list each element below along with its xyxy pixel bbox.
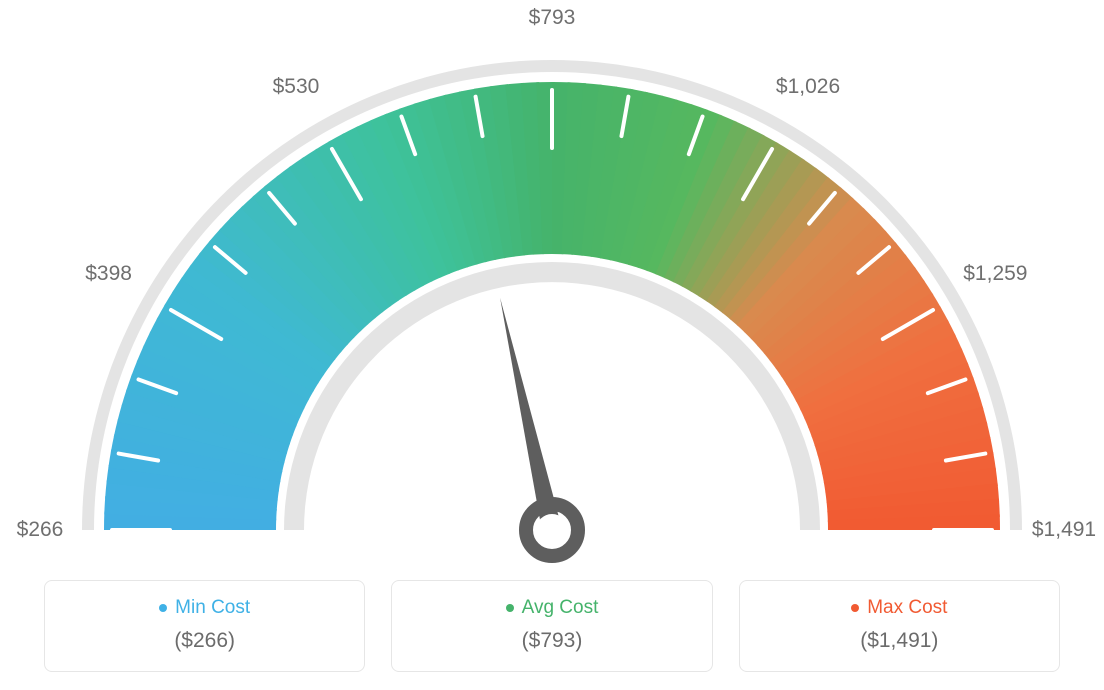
legend-title: Max Cost (851, 597, 947, 619)
legend-dot-icon (506, 604, 514, 612)
needle-hub-inner (536, 514, 568, 546)
gauge-tick-label: $1,026 (776, 75, 840, 99)
legend-card: Min Cost ($266) (44, 580, 365, 672)
legend-title: Min Cost (159, 597, 250, 619)
gauge-svg (0, 0, 1104, 570)
legend-title-text: Max Cost (867, 597, 947, 619)
gauge-chart: $266 $398 $530 $793 $1,026 $1,259 $1,491 (0, 0, 1104, 570)
legend-value: ($793) (402, 629, 701, 653)
gauge-tick-label: $266 (17, 518, 64, 542)
legend-value: ($266) (55, 629, 354, 653)
legend-dot-icon (159, 604, 167, 612)
gauge-tick-label: $398 (85, 262, 132, 286)
gauge-tick-label: $793 (529, 6, 576, 30)
legend-value: ($1,491) (750, 629, 1049, 653)
legend-dot-icon (851, 604, 859, 612)
legend-title-text: Min Cost (175, 597, 250, 619)
legend-card: Avg Cost ($793) (391, 580, 712, 672)
gauge-tick-label: $1,491 (1032, 518, 1096, 542)
gauge-tick-label: $530 (273, 75, 320, 99)
legend-row: Min Cost ($266) Avg Cost ($793) Max Cost ($1,… (44, 580, 1060, 672)
legend-card: Max Cost ($1,491) (739, 580, 1060, 672)
legend-title: Avg Cost (506, 597, 599, 619)
legend-title-text: Avg Cost (522, 597, 599, 619)
gauge-tick-label: $1,259 (963, 262, 1027, 286)
